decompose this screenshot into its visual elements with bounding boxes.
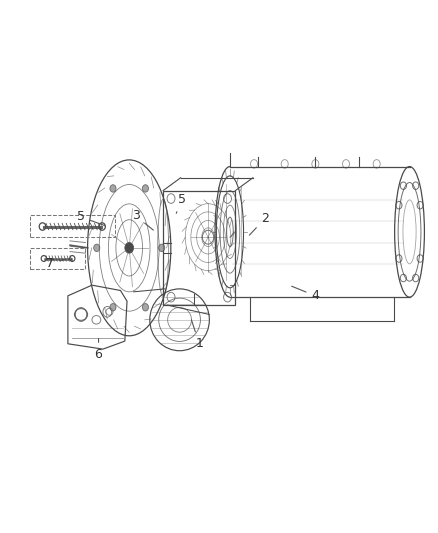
Circle shape (125, 243, 134, 253)
Text: 6: 6 (95, 338, 102, 361)
Circle shape (159, 244, 165, 252)
Circle shape (142, 185, 148, 192)
Text: 2: 2 (249, 212, 269, 235)
Text: 1: 1 (191, 320, 203, 350)
Bar (30, 248, 85, 269)
Bar (30, 215, 115, 237)
Text: 5: 5 (176, 193, 186, 213)
Circle shape (110, 185, 116, 192)
Text: 4: 4 (292, 286, 319, 302)
Text: 5: 5 (77, 211, 105, 225)
Circle shape (142, 303, 148, 311)
Circle shape (110, 303, 116, 311)
Text: 3: 3 (132, 209, 153, 230)
Text: 7: 7 (46, 257, 65, 270)
Circle shape (94, 244, 100, 252)
